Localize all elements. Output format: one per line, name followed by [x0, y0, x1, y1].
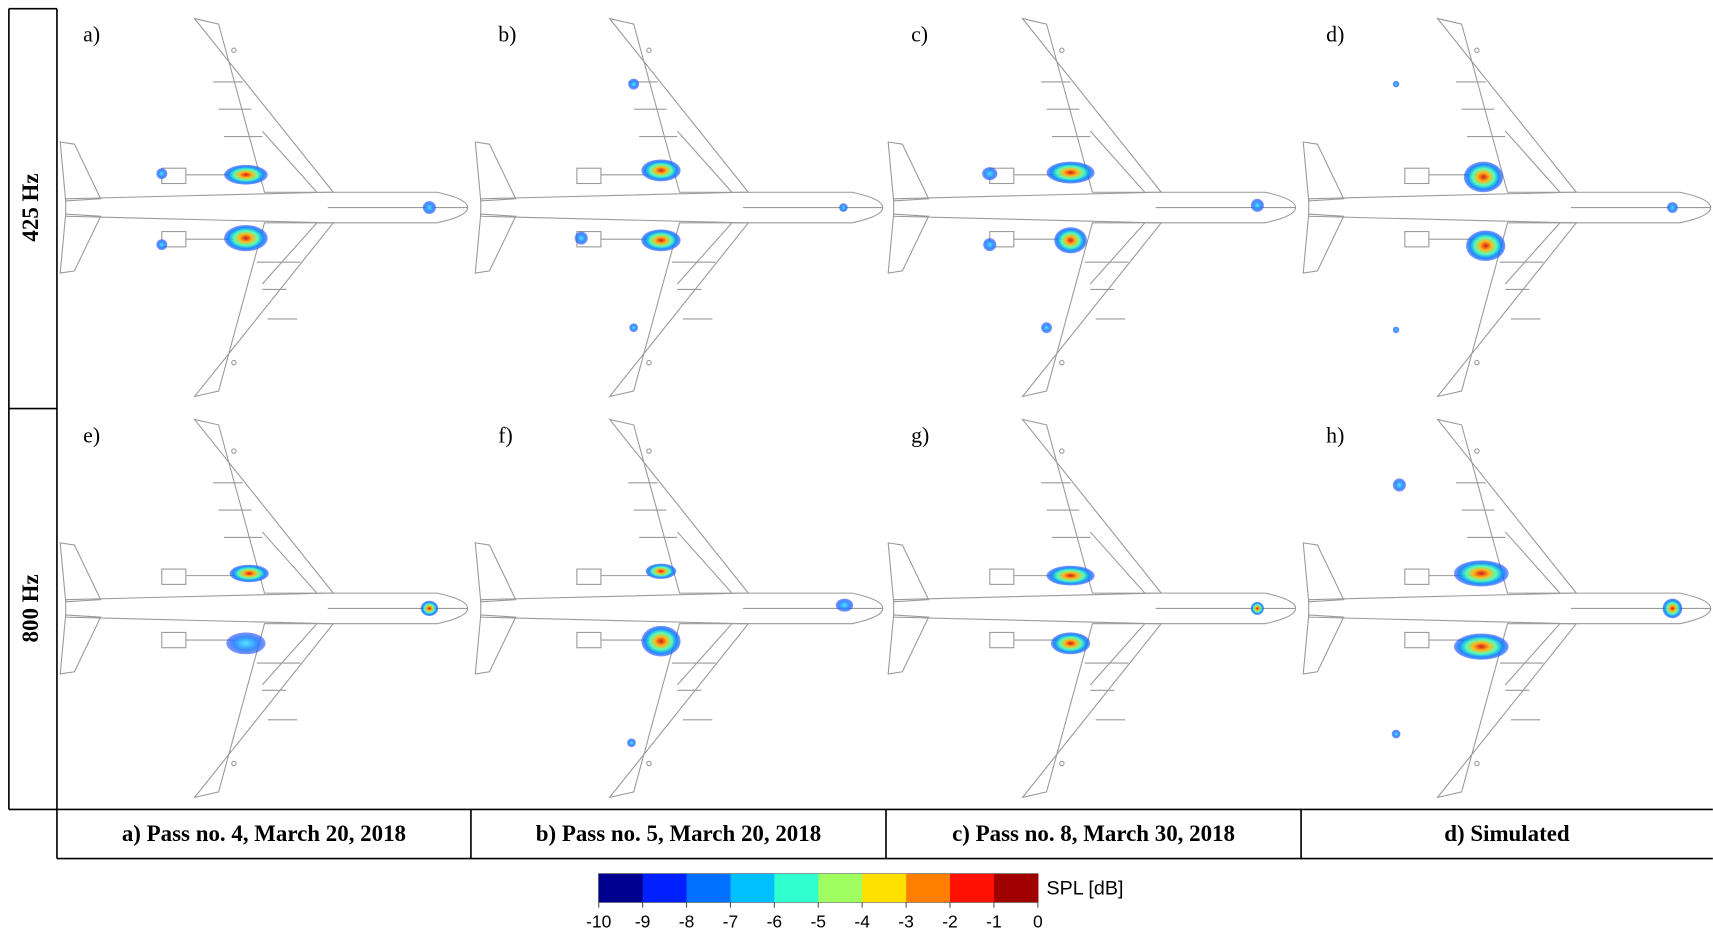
- source-map-blob: [983, 238, 996, 251]
- column-label: d) Simulated: [1444, 821, 1570, 846]
- column-label: b) Pass no. 5, March 20, 2018: [536, 821, 821, 846]
- aircraft-outline: [475, 419, 882, 797]
- source-map-blob: [224, 225, 268, 251]
- source-map-blob: [1047, 566, 1095, 586]
- colorbar-tick-label: -3: [898, 912, 914, 932]
- source-map-blob: [1663, 599, 1683, 619]
- source-map-blob: [423, 201, 436, 214]
- colorbar-tick-label: 0: [1033, 912, 1043, 932]
- source-map-blob: [1464, 162, 1503, 193]
- panel: f): [475, 419, 882, 797]
- source-map-blob: [230, 565, 269, 582]
- source-map-blob: [982, 167, 997, 180]
- colorbar-segment: [906, 874, 950, 902]
- panel-label: d): [1326, 23, 1344, 47]
- panel: e): [60, 419, 467, 797]
- column-label: a) Pass no. 4, March 20, 2018: [122, 821, 406, 846]
- source-map-blob: [629, 323, 638, 332]
- source-map-blob: [1667, 202, 1678, 213]
- colorbar-segment: [818, 874, 862, 902]
- source-map-blob: [1393, 81, 1400, 88]
- source-map-blob: [575, 232, 588, 245]
- source-map-blob: [156, 239, 167, 250]
- colorbar-segment: [994, 874, 1038, 902]
- source-map-blob: [226, 632, 265, 654]
- colorbar-segment: [687, 874, 731, 902]
- aircraft-outline: [475, 19, 882, 397]
- aircraft-outline: [888, 419, 1295, 797]
- source-map-blob: [1251, 199, 1264, 212]
- panel-label: b): [498, 23, 516, 47]
- source-map-blob: [1054, 227, 1087, 253]
- panel: b): [475, 19, 882, 397]
- panel-label: e): [83, 423, 100, 447]
- source-map-blob: [1392, 730, 1401, 739]
- panel: a): [60, 19, 467, 397]
- source-map-blob: [1047, 162, 1095, 184]
- source-map-blob: [1454, 634, 1509, 660]
- source-map-blob: [836, 599, 853, 612]
- source-map-blob: [628, 79, 639, 90]
- colorbar-tick-label: -8: [679, 912, 695, 932]
- source-map-blob: [641, 229, 680, 251]
- source-map-blob: [156, 168, 167, 179]
- panel: c): [888, 19, 1295, 397]
- page: {"row_labels": ["425 Hz", "800 Hz"], "pa…: [0, 0, 1713, 935]
- source-map-blob: [1393, 327, 1400, 334]
- colorbar-tick-label: -10: [586, 912, 612, 932]
- panel-label: c): [911, 23, 928, 47]
- colorbar-tick-label: -9: [635, 912, 651, 932]
- source-map-blob: [641, 159, 680, 181]
- column-label: c) Pass no. 8, March 30, 2018: [952, 821, 1235, 846]
- source-map-blob: [839, 203, 848, 212]
- colorbar-tick-label: -7: [723, 912, 739, 932]
- source-map-blob: [1466, 230, 1505, 261]
- colorbar-segment: [774, 874, 818, 902]
- source-map-blob: [224, 165, 268, 185]
- source-map-blob: [627, 738, 636, 747]
- source-map-blob: [1393, 478, 1406, 491]
- source-map-blob: [646, 564, 677, 579]
- colorbar-segment: [643, 874, 687, 902]
- source-map-blob: [1454, 560, 1509, 586]
- aircraft-outline: [888, 19, 1295, 397]
- aircraft-outline: [60, 19, 467, 397]
- source-map-blob: [1251, 602, 1264, 615]
- source-map-blob: [641, 626, 680, 657]
- colorbar-tick-label: -4: [854, 912, 870, 932]
- colorbar-segment: [862, 874, 906, 902]
- colorbar-tick-label: -6: [767, 912, 783, 932]
- figure: a) b) c) d) e) f) g) h) 425 Hz 800 Hz a) Pass no. …: [0, 0, 1713, 935]
- panel: d): [1303, 19, 1710, 397]
- aircraft-outline: [1303, 19, 1710, 397]
- colorbar-label: SPL [dB]: [1047, 877, 1124, 899]
- panel-label: g): [911, 423, 929, 447]
- colorbar-tick-label: -1: [986, 912, 1002, 932]
- colorbar-tick-label: -2: [942, 912, 958, 932]
- colorbar-segment: [599, 874, 643, 902]
- row-label: 425 Hz: [18, 173, 43, 241]
- source-map-blob: [1051, 632, 1090, 654]
- source-map-blob: [421, 601, 438, 616]
- colorbar-tick-label: -5: [810, 912, 826, 932]
- row-label: 800 Hz: [18, 574, 43, 642]
- panel: h): [1303, 419, 1710, 797]
- panel-label: f): [498, 423, 513, 447]
- panel-label: a): [83, 23, 100, 47]
- panel-label: h): [1326, 423, 1344, 447]
- colorbar-segment: [950, 874, 994, 902]
- source-map-blob: [1041, 322, 1052, 333]
- panel: g): [888, 419, 1295, 797]
- aircraft-outline: [1303, 419, 1710, 797]
- aircraft-outline: [60, 419, 467, 797]
- colorbar-segment: [730, 874, 774, 902]
